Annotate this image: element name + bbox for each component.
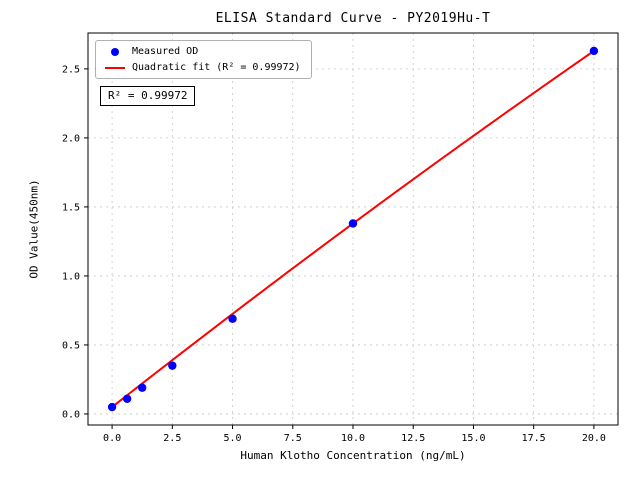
x-tick-label: 5.0 bbox=[224, 433, 242, 444]
data-point bbox=[228, 314, 237, 323]
x-axis-label: Human Klotho Concentration (ng/mL) bbox=[240, 449, 466, 462]
scatter-marker-icon bbox=[111, 47, 119, 56]
y-tick-label: 0.0 bbox=[62, 409, 80, 420]
data-point bbox=[107, 402, 117, 412]
line-marker-icon bbox=[105, 66, 125, 69]
y-tick-label: 0.5 bbox=[62, 340, 80, 351]
data-point bbox=[589, 46, 599, 56]
x-tick-label: 0.0 bbox=[103, 433, 121, 444]
legend-label-quadratic-fit: Quadratic fit (R² = 0.99972) bbox=[132, 62, 301, 73]
y-tick-label: 1.5 bbox=[62, 202, 80, 213]
x-tick-label: 12.5 bbox=[401, 433, 425, 444]
legend-item-quadratic-fit: Quadratic fit (R² = 0.99972) bbox=[104, 62, 301, 73]
y-tick-label: 2.5 bbox=[62, 64, 80, 75]
marker-slot bbox=[104, 66, 126, 69]
x-tick-label: 17.5 bbox=[522, 433, 546, 444]
y-tick-label: 2.0 bbox=[62, 133, 80, 144]
x-tick-label: 15.0 bbox=[461, 433, 485, 444]
data-point bbox=[122, 394, 132, 403]
x-tick-label: 20.0 bbox=[582, 433, 606, 444]
data-point bbox=[348, 219, 358, 228]
data-point bbox=[138, 383, 147, 392]
legend: Measured OD Quadratic fit (R² = 0.99972) bbox=[95, 40, 312, 79]
data-point bbox=[168, 361, 177, 370]
r-squared-annotation: R² = 0.99972 bbox=[100, 86, 196, 106]
y-tick-label: 1.0 bbox=[62, 271, 80, 282]
marker-slot bbox=[104, 47, 126, 56]
chart-title: ELISA Standard Curve - PY2019Hu-T bbox=[215, 11, 491, 26]
x-tick-label: 2.5 bbox=[163, 433, 181, 444]
x-tick-label: 10.0 bbox=[341, 433, 365, 444]
y-axis-label: OD Value(450nm) bbox=[27, 179, 41, 279]
legend-label-measured-od: Measured OD bbox=[132, 46, 199, 57]
x-tick-label: 7.5 bbox=[284, 433, 302, 444]
legend-item-measured-od: Measured OD bbox=[104, 46, 301, 57]
